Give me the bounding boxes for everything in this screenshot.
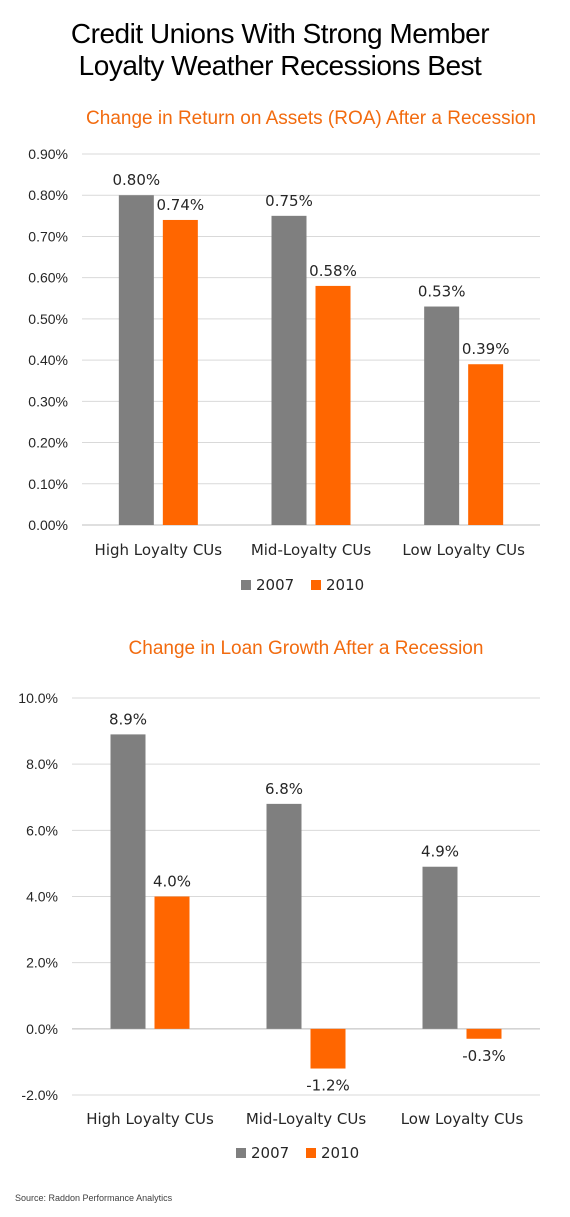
page-title-line-2: Loyalty Weather Recessions Best: [78, 50, 482, 81]
page-title-line-1: Credit Unions With Strong Member: [70, 18, 490, 49]
source-note: Source: Raddon Performance Analytics: [15, 1193, 173, 1203]
y-tick-label: 10.0%: [18, 690, 58, 706]
y-tick-label: 0.70%: [28, 228, 68, 244]
page-title: Credit Unions With Strong Member Loyalty…: [0, 18, 560, 82]
category-label: High Loyalty CUs: [95, 541, 223, 559]
data-label: 8.9%: [109, 710, 147, 728]
bar-2007: [118, 195, 154, 525]
bar-2007: [424, 306, 460, 525]
roa-chart: Change in Return on Assets (ROA) After a…: [28, 108, 540, 594]
legend-swatch-2007: [241, 580, 251, 590]
category-label: Low Loyalty CUs: [402, 541, 525, 559]
bar-2010: [310, 1028, 346, 1069]
y-tick-label: 0.10%: [28, 476, 68, 492]
data-label: 0.58%: [309, 262, 357, 280]
bar-2007: [266, 803, 302, 1029]
legend-label: 2010: [321, 1144, 359, 1162]
y-tick-label: 0.80%: [28, 187, 68, 203]
category-label: Low Loyalty CUs: [401, 1110, 524, 1128]
bar-2007: [110, 734, 146, 1029]
y-tick-label: 0.00%: [28, 517, 68, 533]
bar-2007: [422, 866, 458, 1029]
legend-label: 2010: [326, 576, 364, 594]
y-tick-label: 0.30%: [28, 393, 68, 409]
bar-2010: [154, 896, 190, 1029]
data-label: 0.80%: [113, 171, 161, 189]
loan-growth-chart: Change in Loan Growth After a Recession -…: [18, 638, 540, 1162]
data-label: 0.74%: [157, 196, 205, 214]
data-label: -0.3%: [462, 1047, 506, 1065]
legend-label: 2007: [256, 576, 294, 594]
category-label: Mid-Loyalty CUs: [246, 1110, 367, 1128]
y-tick-label: 4.0%: [26, 889, 58, 905]
category-label: Mid-Loyalty CUs: [251, 541, 372, 559]
legend-swatch-2007: [236, 1148, 246, 1158]
y-tick-label: 0.50%: [28, 311, 68, 327]
legend-swatch-2010: [306, 1148, 316, 1158]
y-tick-label: 0.20%: [28, 435, 68, 451]
bar-2010: [466, 1028, 502, 1039]
data-label: 4.9%: [421, 843, 459, 861]
y-tick-label: 8.0%: [26, 756, 58, 772]
bar-2007: [271, 215, 307, 525]
y-tick-label: 2.0%: [26, 955, 58, 971]
data-label: 0.53%: [418, 283, 466, 301]
y-tick-label: 0.0%: [26, 1021, 58, 1037]
y-tick-label: 6.0%: [26, 822, 58, 838]
bar-2010: [162, 219, 198, 525]
data-label: 6.8%: [265, 780, 303, 798]
y-tick-label: 0.90%: [28, 146, 68, 162]
y-tick-label: -2.0%: [21, 1087, 58, 1103]
y-tick-label: 0.60%: [28, 270, 68, 286]
data-label: -1.2%: [306, 1077, 350, 1095]
bar-2010: [468, 364, 504, 525]
category-label: High Loyalty CUs: [86, 1110, 214, 1128]
chart-title: Change in Return on Assets (ROA) After a…: [86, 108, 536, 129]
legend-swatch-2010: [311, 580, 321, 590]
data-label: 4.0%: [153, 873, 191, 891]
y-tick-label: 0.40%: [28, 352, 68, 368]
data-label: 0.39%: [462, 340, 510, 358]
bar-2010: [315, 285, 351, 525]
legend-label: 2007: [251, 1144, 289, 1162]
data-label: 0.75%: [265, 192, 313, 210]
chart-title: Change in Loan Growth After a Recession: [129, 638, 484, 659]
